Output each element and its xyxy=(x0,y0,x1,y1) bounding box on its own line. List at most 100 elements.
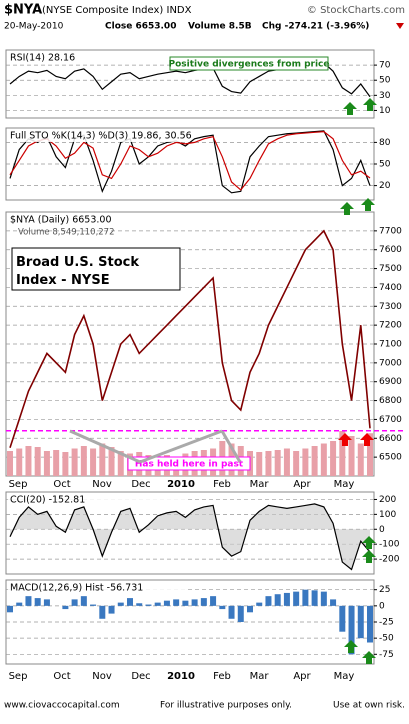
y-tick-label: 50 xyxy=(379,76,391,86)
month-label: Apr xyxy=(293,479,311,490)
histogram-bar xyxy=(200,598,207,606)
volume-bar xyxy=(330,441,337,476)
panel-title: RSI(14) 28.16 xyxy=(10,53,75,64)
volume: Volume 8.5B xyxy=(188,22,252,32)
series-line xyxy=(9,503,371,571)
histogram-bar xyxy=(145,604,152,606)
volume-bar xyxy=(80,446,87,476)
month-label: Sep xyxy=(9,479,28,490)
y-tick-label: 7000 xyxy=(379,358,402,368)
histogram-bar xyxy=(163,600,170,606)
volume-bar xyxy=(34,447,41,476)
month-label: Apr xyxy=(293,671,311,682)
histogram-bar xyxy=(25,596,32,606)
volume-bar xyxy=(71,448,78,476)
title-bg xyxy=(8,130,188,142)
source: © StockCharts.com xyxy=(307,5,405,16)
month-label: Oct xyxy=(53,479,70,490)
y-tick-label: 80 xyxy=(379,138,391,148)
histogram-bar xyxy=(293,591,300,606)
change: Chg -274.21 (-3.96%) xyxy=(262,22,369,32)
y-tick-label: 6800 xyxy=(379,396,402,406)
histogram-bar xyxy=(348,605,355,655)
arrow xyxy=(344,640,358,653)
histogram-bar xyxy=(210,596,217,606)
panel-title: $NYA (Daily) 6653.00 xyxy=(10,215,112,226)
volume-bar xyxy=(62,452,69,476)
volume-bar xyxy=(283,448,290,476)
y-tick-label: 7300 xyxy=(379,302,402,312)
volume-bar xyxy=(256,452,263,476)
histogram-bar xyxy=(228,605,235,619)
footer-note: For illustrative purposes only. xyxy=(160,701,292,711)
y-tick-label: 100 xyxy=(379,510,396,520)
annotation-box xyxy=(169,56,329,71)
y-tick-label: 70 xyxy=(379,61,391,71)
histogram-bar xyxy=(16,602,23,606)
histogram-bar xyxy=(108,605,115,614)
histogram-bar xyxy=(7,605,13,613)
month-label: May xyxy=(334,671,355,682)
y-tick-label: 200 xyxy=(379,495,396,505)
volume-bar xyxy=(348,436,355,476)
volume-bar xyxy=(302,448,309,476)
month-label: 2010 xyxy=(167,671,195,682)
y-tick-label: 7500 xyxy=(379,264,402,274)
histogram-bar xyxy=(311,590,318,606)
note-pointer xyxy=(69,429,141,464)
arrow xyxy=(340,202,354,215)
histogram-bar xyxy=(283,592,290,606)
y-tick-label: 0 xyxy=(379,525,385,535)
y-tick-label: 7200 xyxy=(379,321,402,331)
y-tick-label: 10 xyxy=(379,106,391,116)
histogram-bar xyxy=(173,599,180,606)
month-label: Feb xyxy=(213,671,231,682)
arrow xyxy=(361,198,375,211)
arrow xyxy=(362,536,376,549)
volume-bar xyxy=(293,451,300,476)
month-label: Dec xyxy=(131,671,150,682)
histogram-bar xyxy=(339,605,346,632)
annotation-line: Broad U.S. Stock xyxy=(16,255,139,270)
volume-bar xyxy=(320,443,327,476)
y-tick-label: 6700 xyxy=(379,415,402,425)
y-tick-label: 7600 xyxy=(379,245,402,255)
month-label: 2010 xyxy=(167,479,195,490)
month-label: Nov xyxy=(92,479,112,490)
series-line xyxy=(9,229,371,448)
volume-bar xyxy=(339,431,346,476)
volume-bar xyxy=(265,451,272,476)
histogram-bar xyxy=(330,599,337,606)
annotation-box xyxy=(11,247,181,291)
volume-bar xyxy=(274,450,281,476)
y-tick-label: -75 xyxy=(379,650,394,660)
y-tick-label: 7700 xyxy=(379,226,402,236)
y-tick-label: -100 xyxy=(379,540,400,550)
histogram-bar xyxy=(127,598,133,606)
y-tick-label: -200 xyxy=(379,555,400,565)
month-label: Mar xyxy=(250,671,270,682)
histogram-bar xyxy=(265,596,272,606)
histogram-bar xyxy=(34,598,41,606)
arrow xyxy=(343,102,357,115)
index-name: (NYSE Composite Index) INDX xyxy=(42,5,192,16)
histogram-bar xyxy=(367,605,373,643)
y-tick-label: 30 xyxy=(379,91,391,101)
y-tick-label: 20 xyxy=(379,181,391,191)
volume-bar xyxy=(25,446,32,476)
volume-bar xyxy=(99,443,106,476)
histogram-bar xyxy=(99,605,106,619)
arrow xyxy=(338,433,352,446)
histogram-bar xyxy=(117,602,124,606)
histogram-bar xyxy=(274,594,281,606)
arrow xyxy=(363,98,377,111)
histogram-bar xyxy=(71,599,78,606)
y-tick-label: 6900 xyxy=(379,377,402,387)
panel-title: MACD(12,26,9) Hist -56.731 xyxy=(10,583,143,594)
close: Close 6653.00 xyxy=(105,22,176,32)
arrow xyxy=(360,433,374,446)
volume-bar xyxy=(311,446,318,476)
volume-bar xyxy=(108,447,115,476)
y-tick-label: 0 xyxy=(379,601,385,611)
